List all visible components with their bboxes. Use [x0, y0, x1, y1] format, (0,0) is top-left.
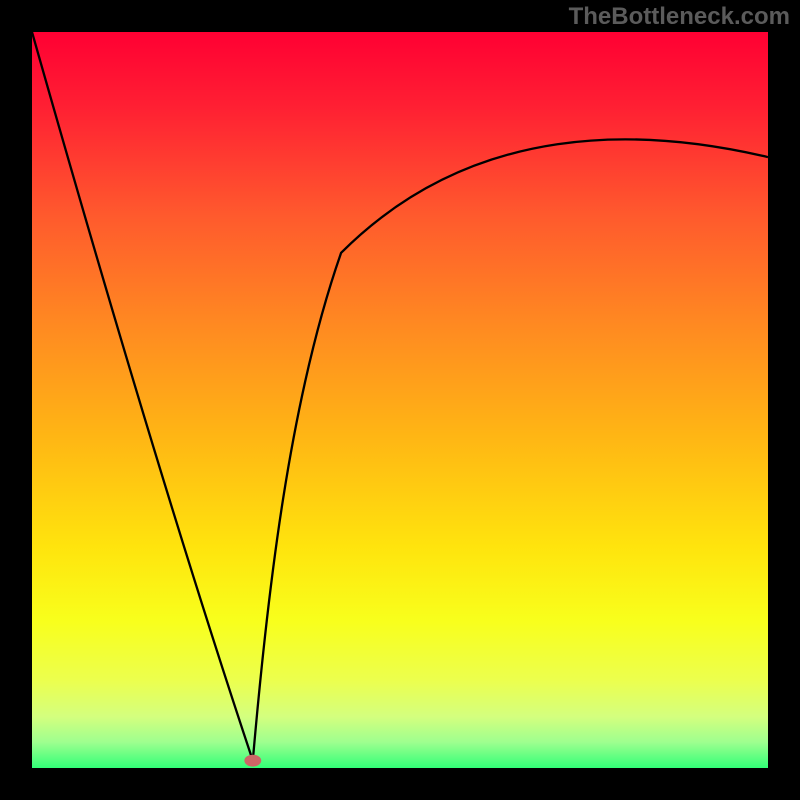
curve-left-branch: [32, 32, 253, 761]
watermark-text: TheBottleneck.com: [569, 3, 790, 31]
curve-layer: [32, 32, 768, 768]
chart-canvas: TheBottleneck.com: [0, 0, 800, 800]
minimum-marker: [244, 755, 261, 767]
plot-area: [32, 32, 768, 768]
curve-right-branch: [253, 139, 768, 760]
